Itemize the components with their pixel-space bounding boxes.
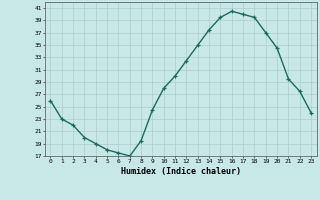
X-axis label: Humidex (Indice chaleur): Humidex (Indice chaleur) [121,167,241,176]
